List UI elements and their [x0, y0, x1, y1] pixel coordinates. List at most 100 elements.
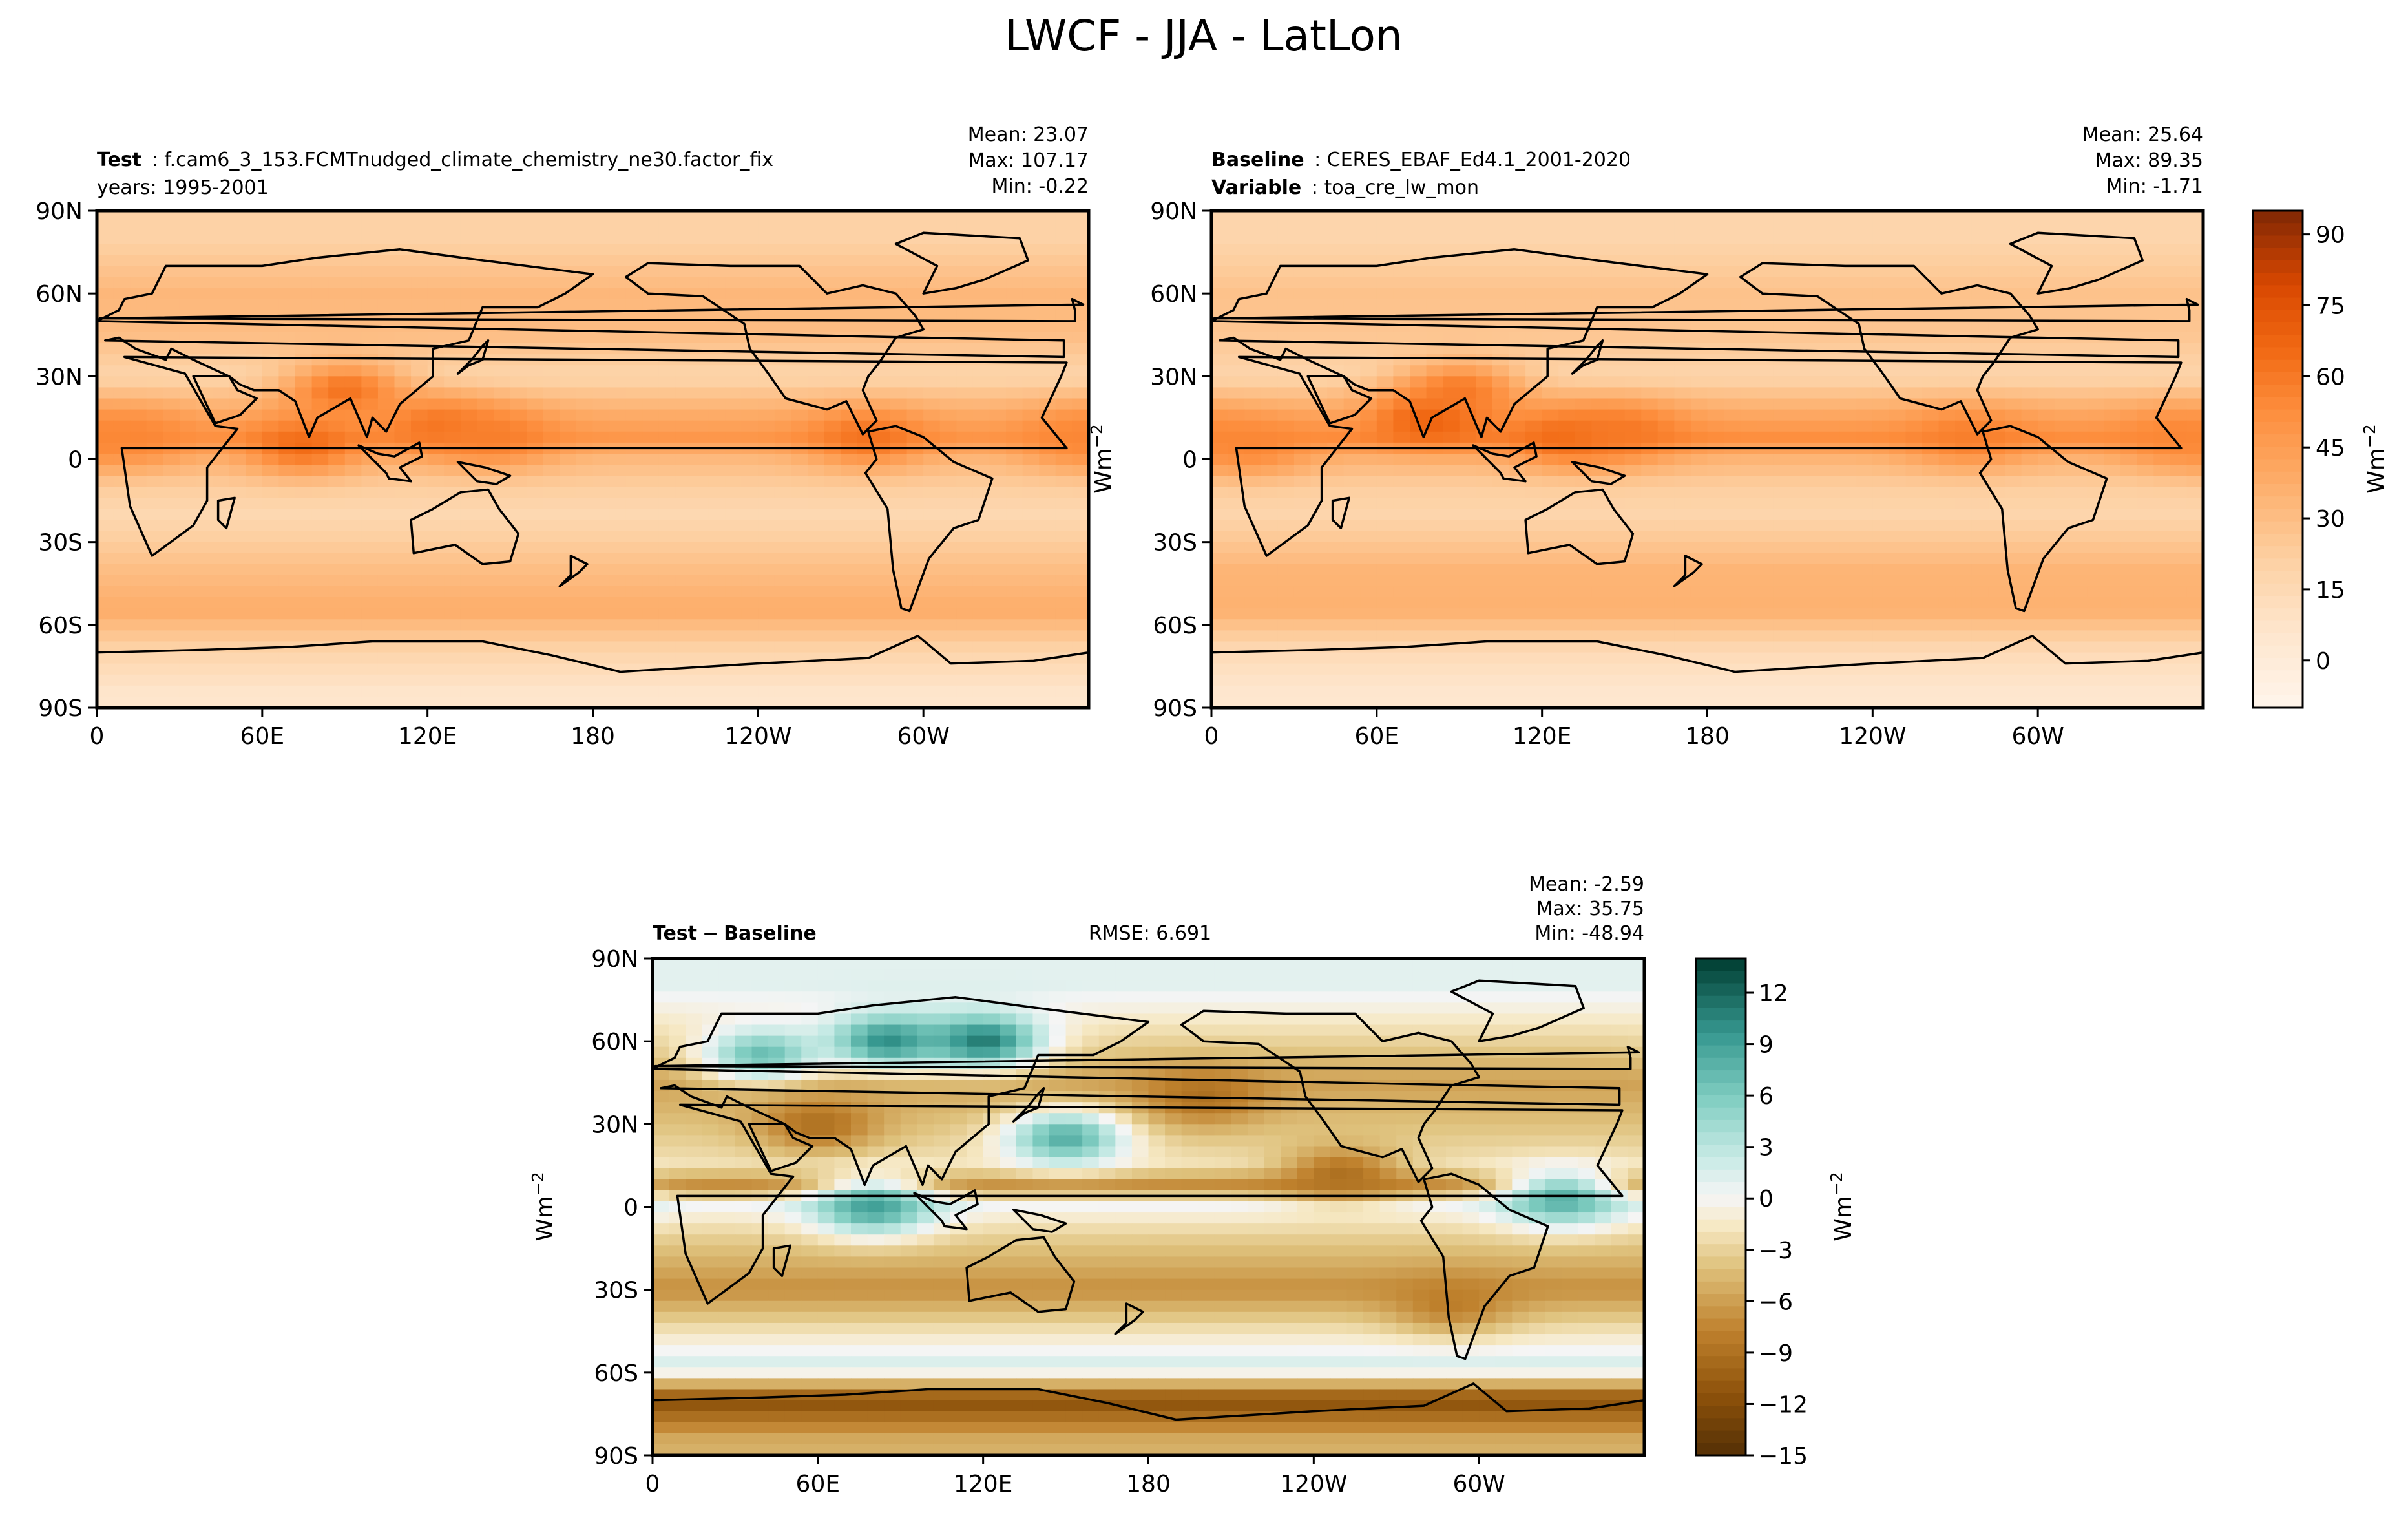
heatmap-cell — [1905, 310, 1923, 322]
heatmap-cell — [1525, 211, 1543, 222]
heatmap-cell — [494, 387, 511, 399]
heatmap-cell — [328, 619, 346, 631]
heatmap-cell — [1525, 575, 1543, 587]
heatmap-cell — [262, 652, 280, 664]
heatmap-cell — [609, 376, 627, 388]
heatmap-cell — [1343, 476, 1361, 487]
heatmap-cell — [972, 409, 990, 421]
heatmap-cell — [923, 431, 941, 443]
heatmap-cell — [1211, 509, 1229, 521]
heatmap-cell — [427, 575, 445, 587]
heatmap-cell — [2071, 553, 2088, 565]
heatmap-cell — [1022, 420, 1040, 432]
heatmap-cell — [2087, 343, 2105, 355]
heatmap-cell — [1055, 685, 1073, 697]
heatmap-cell — [1806, 608, 1824, 620]
heatmap-cell — [906, 663, 924, 675]
heatmap-cell — [560, 531, 577, 543]
heatmap-cell — [1889, 321, 1907, 333]
y-tick-label: 90N — [36, 198, 83, 225]
heatmap-cell — [527, 255, 544, 267]
heatmap-cell — [625, 685, 643, 697]
heatmap-cell — [295, 652, 313, 664]
heatmap-cell — [246, 453, 263, 465]
heatmap-cell — [394, 288, 412, 300]
heatmap-cell — [1806, 586, 1824, 598]
heatmap-cell — [130, 233, 147, 244]
heatmap-cell — [1055, 619, 1073, 631]
heatmap-cell — [229, 233, 246, 244]
heatmap-cell — [1674, 520, 1691, 532]
heatmap-cell — [344, 299, 362, 311]
heatmap-cell — [2186, 498, 2203, 509]
heatmap-cell — [2087, 387, 2105, 399]
heatmap-cell — [642, 332, 660, 344]
heatmap-cell — [1006, 310, 1023, 322]
heatmap-cell — [527, 387, 544, 399]
heatmap-cell — [658, 674, 676, 686]
heatmap-cell — [972, 597, 990, 609]
heatmap-cell — [262, 365, 280, 377]
heatmap-cell — [163, 476, 180, 487]
heatmap-cell — [411, 222, 428, 233]
heatmap-cell — [2071, 387, 2088, 399]
heatmap-cell — [1790, 597, 1807, 609]
heatmap-cell — [1022, 465, 1040, 476]
heatmap-cell — [328, 211, 346, 222]
heatmap-cell — [344, 476, 362, 487]
heatmap-cell — [262, 498, 280, 509]
heatmap-cell — [262, 542, 280, 554]
heatmap-cell — [1039, 332, 1056, 344]
heatmap-cell — [1872, 222, 1890, 233]
heatmap-cell — [113, 641, 131, 653]
heatmap-cell — [939, 498, 957, 509]
heatmap-cell — [1525, 420, 1543, 432]
heatmap-cell — [808, 465, 825, 476]
heatmap-cell — [857, 586, 875, 598]
heatmap-cell — [344, 531, 362, 543]
heatmap-cell — [1889, 233, 1907, 244]
heatmap-cell — [956, 685, 974, 697]
heatmap-cell — [344, 332, 362, 344]
heatmap-cell — [1575, 211, 1593, 222]
heatmap-cell — [213, 244, 230, 255]
heatmap-cell — [1988, 376, 2005, 388]
heatmap-cell — [179, 553, 197, 565]
heatmap-cell — [361, 255, 379, 267]
heatmap-cell — [1039, 277, 1056, 289]
heatmap-cell — [510, 696, 527, 708]
heatmap-cell — [658, 222, 676, 233]
heatmap-cell — [97, 663, 114, 675]
heatmap-cell — [625, 233, 643, 244]
heatmap-cell — [1443, 453, 1460, 465]
heatmap-cell — [708, 608, 726, 620]
heatmap-cell — [658, 343, 676, 355]
heatmap-cell — [890, 376, 908, 388]
heatmap-cell — [874, 520, 891, 532]
heatmap-cell — [510, 509, 527, 521]
heatmap-cell — [1624, 487, 1642, 498]
heatmap-cell — [791, 222, 808, 233]
heatmap-cell — [163, 321, 180, 333]
heatmap-cell — [295, 509, 313, 521]
heatmap-cell — [311, 476, 329, 487]
heatmap-cell — [1261, 387, 1278, 399]
heatmap-cell — [1039, 266, 1056, 278]
heatmap-cell — [1360, 343, 1377, 355]
heatmap-cell — [1690, 222, 1708, 233]
heatmap-cell — [989, 409, 1007, 421]
heatmap-cell — [1360, 586, 1377, 598]
heatmap-cell — [956, 431, 974, 443]
heatmap-cell — [1410, 509, 1427, 521]
heatmap-cell — [1228, 597, 1245, 609]
heatmap-cell — [1459, 465, 1476, 476]
heatmap-cell — [2153, 509, 2171, 521]
heatmap-cell — [246, 211, 263, 222]
heatmap-cell — [857, 233, 875, 244]
heatmap-cell — [527, 520, 544, 532]
heatmap-cell — [625, 531, 643, 543]
heatmap-cell — [1641, 586, 1659, 598]
heatmap-cell — [1872, 520, 1890, 532]
heatmap-cell — [939, 641, 957, 653]
heatmap-cell — [1542, 509, 1559, 521]
